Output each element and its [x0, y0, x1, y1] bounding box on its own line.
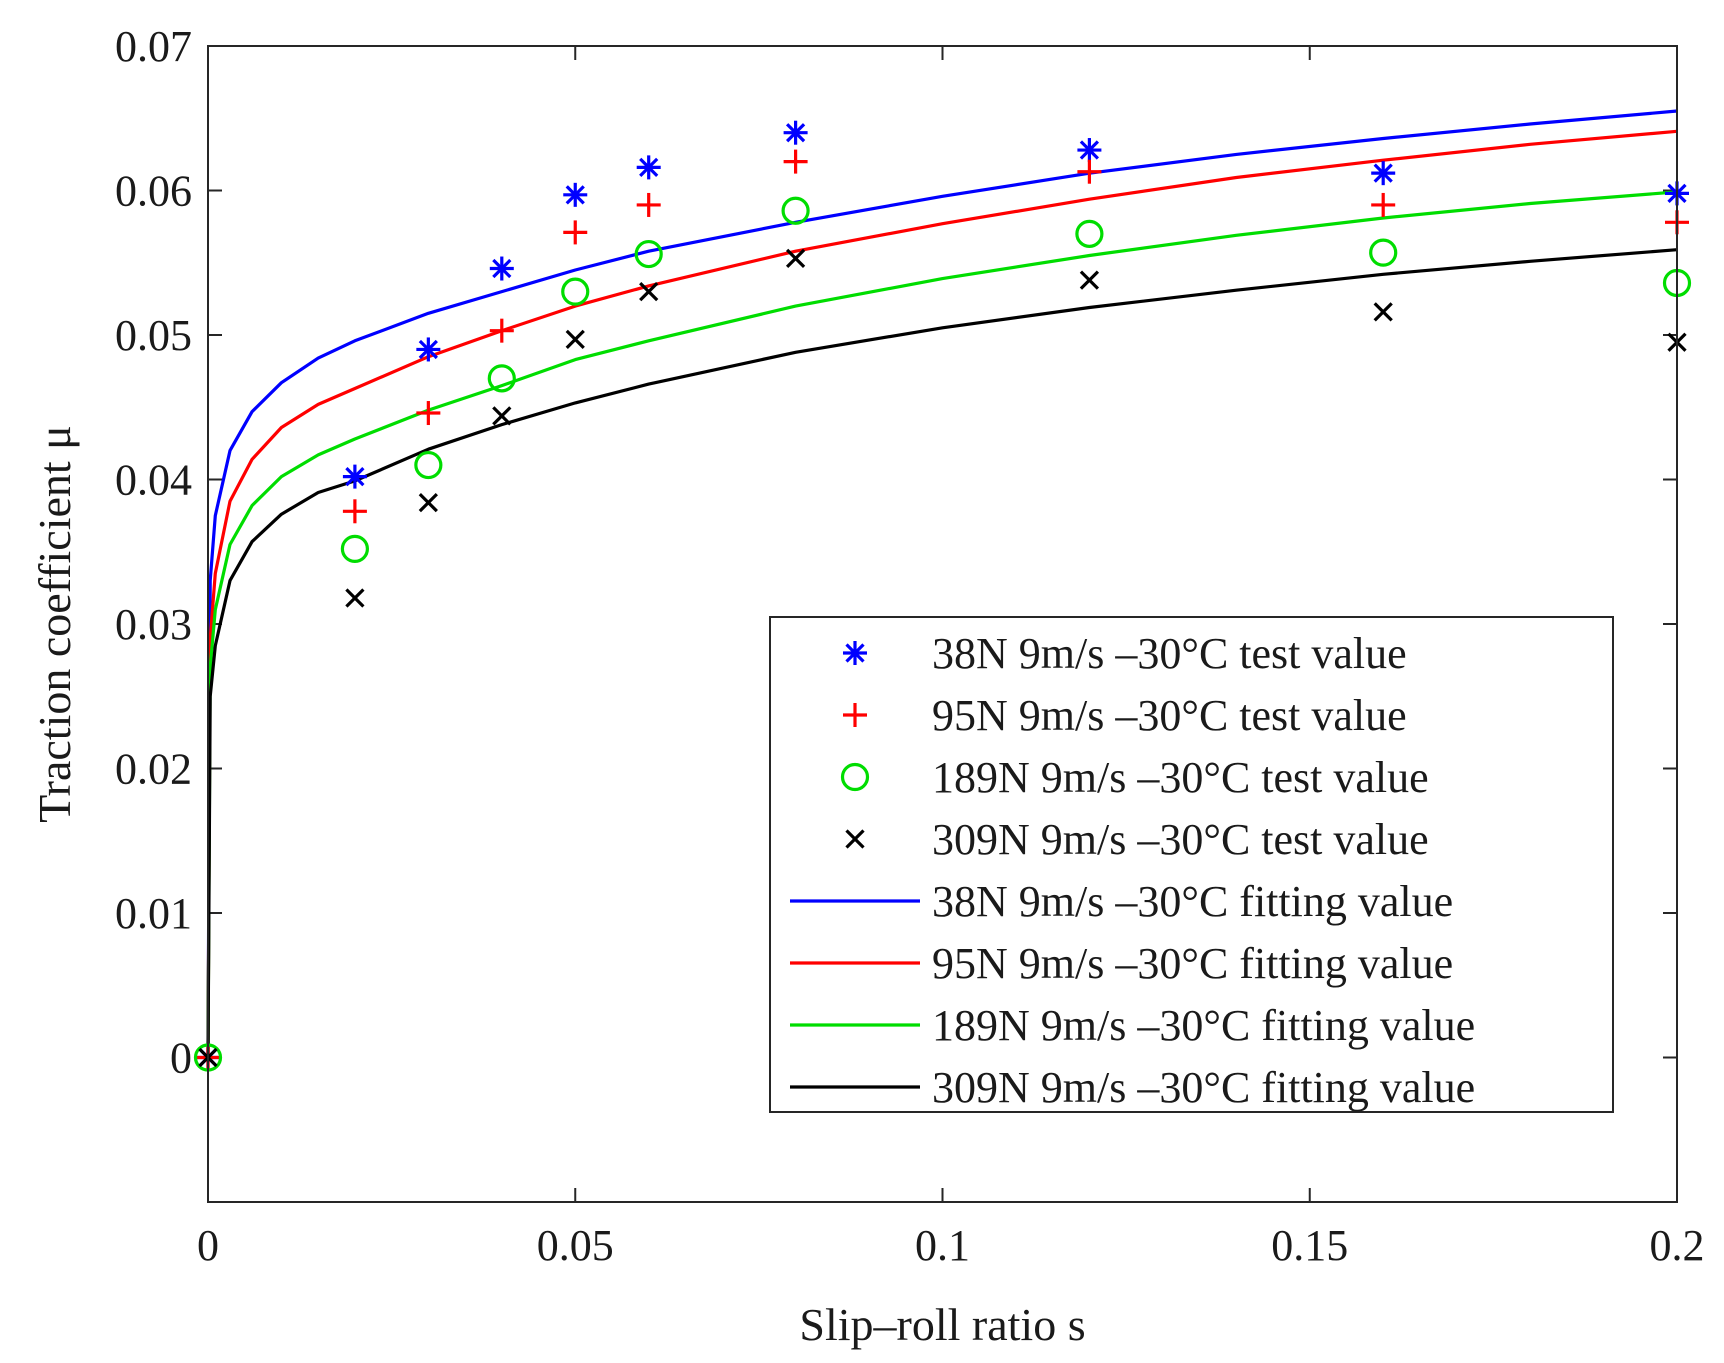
fit-line-4: [206, 109, 1678, 1058]
x-axis-label: Slip–roll ratio s: [799, 1299, 1085, 1350]
y-tick-label: 0.07: [115, 22, 192, 71]
data-point: [1075, 219, 1104, 248]
data-point: [489, 256, 514, 281]
x-tick-label: 0.05: [537, 1221, 614, 1270]
data-point: [418, 492, 438, 513]
legend-label: 95N 9m/s –30°C fitting value: [932, 939, 1453, 988]
data-point: [492, 406, 512, 426]
legend-label: 309N 9m/s –30°C fitting value: [932, 1063, 1475, 1112]
data-point: [783, 120, 808, 145]
y-tick-label: 0: [170, 1034, 192, 1083]
fit-line-7: [206, 248, 1678, 1058]
data-point: [634, 239, 663, 269]
legend-label: 189N 9m/s –30°C test value: [932, 753, 1429, 802]
legend-label: 309N 9m/s –30°C test value: [932, 815, 1429, 864]
fit-line-6: [206, 190, 1678, 1058]
legend-label: 38N 9m/s –30°C test value: [932, 629, 1407, 678]
y-tick-label: 0.01: [115, 889, 192, 938]
y-axis-label: Traction coefficient μ: [29, 425, 80, 823]
data-point: [1371, 192, 1396, 217]
y-tick-label: 0.04: [115, 456, 192, 505]
data-point: [1077, 138, 1102, 163]
data-point: [1079, 270, 1100, 290]
data-point: [340, 534, 369, 563]
data-point: [783, 149, 808, 174]
data-point: [639, 282, 659, 302]
y-tick-label: 0.05: [115, 311, 192, 360]
y-tick-label: 0.06: [115, 167, 192, 216]
data-point: [1369, 238, 1398, 267]
legend-label: 95N 9m/s –30°C test value: [932, 691, 1407, 740]
legend: 38N 9m/s –30°C test value 95N 9m/s –30°C …: [769, 616, 1614, 1113]
data-point: [1077, 159, 1102, 184]
data-point: [342, 499, 367, 524]
plot-frame: [207, 45, 1678, 1203]
legend-marker: [843, 641, 867, 665]
x-tick-label: 0: [197, 1221, 219, 1270]
x-tick-label: 0.1: [915, 1221, 970, 1270]
data-point: [561, 277, 590, 306]
legend-box: [769, 616, 1614, 1113]
data-point: [489, 318, 514, 343]
data-point: [1371, 161, 1396, 186]
data-point: [636, 155, 661, 180]
data-point: [414, 450, 443, 480]
data-point: [416, 401, 441, 426]
data-point: [563, 220, 588, 245]
data-point: [565, 329, 585, 349]
legend-marker: [843, 703, 867, 727]
y-tick-label: 0.03: [115, 600, 192, 649]
legend-marker: [840, 762, 870, 792]
legend-label: 189N 9m/s –30°C fitting value: [932, 1001, 1475, 1050]
x-tick-label: 0.2: [1650, 1221, 1705, 1270]
data-point: [345, 588, 365, 608]
data-point: [416, 337, 441, 362]
tick-labels: 0 0.05 0.1 0.15 0.2 0 0.01 0.02 0.03 0.04 0.05 0.06…: [115, 22, 1705, 1270]
legend-label: 38N 9m/s –30°C fitting value: [932, 877, 1453, 926]
data-point: [636, 192, 661, 217]
y-tick-label: 0.02: [115, 745, 192, 794]
data-point: [342, 464, 367, 489]
data-point: [563, 182, 588, 207]
data-point: [1373, 302, 1393, 322]
data-point: [781, 196, 810, 225]
x-tick-label: 0.15: [1271, 1221, 1348, 1270]
data-point: [785, 248, 806, 269]
data-point: [487, 364, 516, 393]
legend-marker: [845, 829, 865, 849]
